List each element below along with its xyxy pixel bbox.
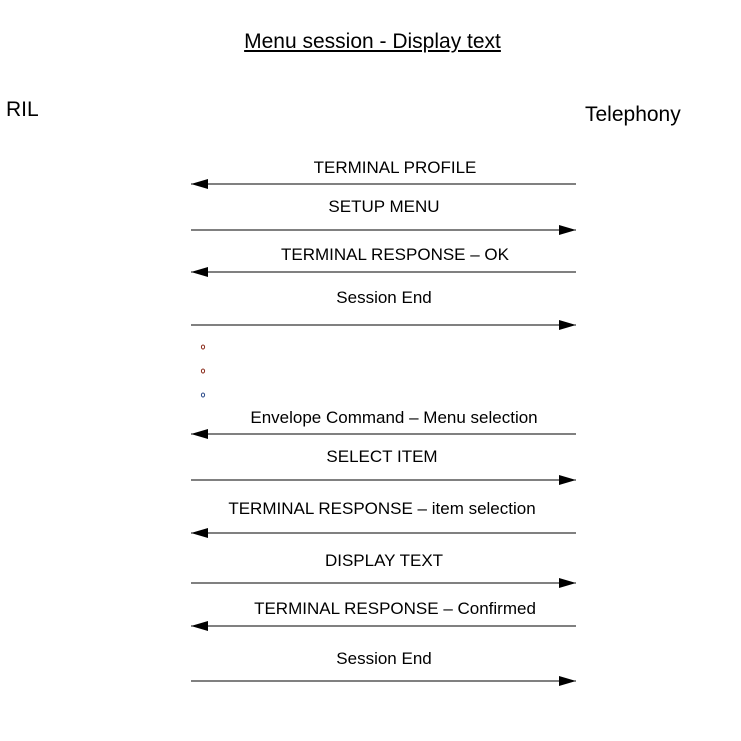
message-label: Envelope Command – Menu selection <box>250 408 538 427</box>
participant-ril: RIL <box>6 98 39 121</box>
message-label: DISPLAY TEXT <box>324 551 444 570</box>
message-label: SETUP MENU <box>328 197 440 216</box>
message-label: TERMINAL RESPONSE – OK <box>281 245 509 264</box>
ellipsis-dot <box>200 368 206 374</box>
ellipsis-dot <box>200 344 206 350</box>
message-label: Session End <box>336 288 432 307</box>
message-label: SELECT ITEM <box>326 447 438 466</box>
diagram-title: Menu session - Display text <box>244 30 501 53</box>
message-label: TERMINAL RESPONSE – item selection <box>228 499 536 518</box>
message-label: Session End <box>336 649 432 668</box>
arrowhead-icon <box>559 320 576 330</box>
arrowhead-icon <box>191 621 208 631</box>
arrowhead-icon <box>191 179 208 189</box>
message-label: TERMINAL RESPONSE – Confirmed <box>254 599 536 618</box>
ellipsis-dot <box>200 392 206 398</box>
arrowhead-icon <box>559 578 576 588</box>
arrowhead-icon <box>559 475 576 485</box>
arrowhead-icon <box>191 267 208 277</box>
participant-telephony: Telephony <box>585 103 681 126</box>
message-label: TERMINAL PROFILE <box>313 158 477 177</box>
arrowhead-icon <box>191 528 208 538</box>
arrowhead-icon <box>191 429 208 439</box>
arrowhead-icon <box>559 225 576 235</box>
arrowhead-icon <box>559 676 576 686</box>
